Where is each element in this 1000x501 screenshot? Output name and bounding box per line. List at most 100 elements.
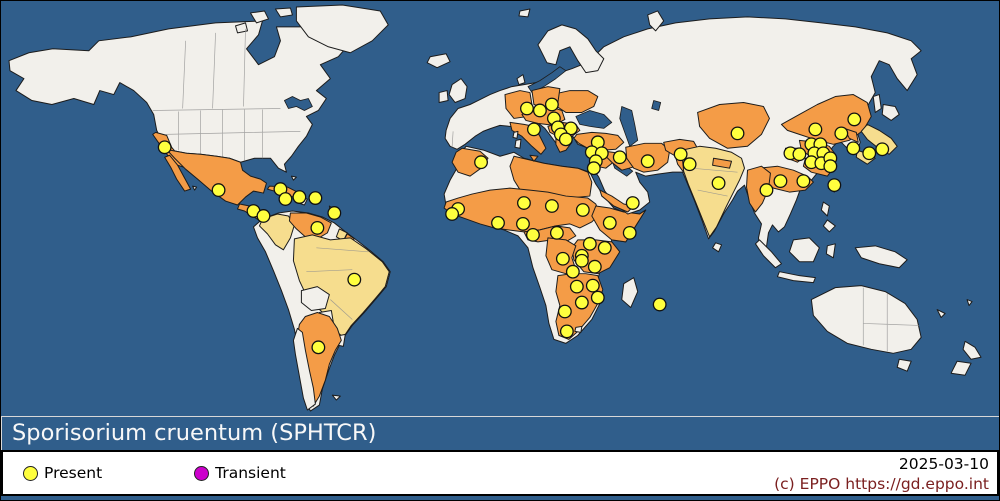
present-marker[interactable]	[445, 207, 460, 221]
present-marker[interactable]	[827, 178, 842, 193]
present-marker[interactable]	[532, 103, 547, 118]
present-marker[interactable]	[308, 191, 323, 205]
map-date: 2025-03-10	[898, 455, 989, 473]
present-marker[interactable]	[569, 279, 584, 294]
present-legend-icon	[23, 465, 38, 481]
present-marker[interactable]	[590, 290, 605, 305]
us-canada-admin-borders	[152, 28, 301, 161]
map-stamp: 2025-03-10 (c) EPPO https://gd.eppo.int	[774, 454, 989, 494]
continent-eurasia	[444, 16, 922, 253]
present-marker[interactable]	[587, 259, 602, 274]
present-marker[interactable]	[862, 146, 877, 161]
present-marker[interactable]	[652, 297, 667, 312]
country-chile	[292, 327, 316, 411]
present-marker[interactable]	[640, 154, 655, 169]
island-java	[776, 271, 816, 284]
present-marker[interactable]	[278, 192, 293, 206]
region-scandinavia	[537, 24, 605, 74]
present-marker[interactable]	[565, 264, 580, 279]
present-marker[interactable]	[157, 140, 172, 155]
present-marker[interactable]	[875, 142, 890, 157]
country-uk	[448, 78, 468, 104]
present-marker[interactable]	[574, 253, 589, 268]
present-marker[interactable]	[292, 190, 307, 204]
new-zealand	[950, 340, 982, 376]
present-marker[interactable]	[574, 295, 589, 310]
country-bolivia	[300, 286, 330, 312]
present-marker[interactable]	[474, 155, 488, 170]
present-marker[interactable]	[612, 150, 627, 165]
present-marker[interactable]	[555, 251, 570, 266]
present-marker[interactable]	[491, 216, 505, 230]
island-sicily	[529, 154, 539, 162]
black-sea	[575, 110, 613, 129]
world-map[interactable]	[1, 1, 999, 416]
present-marker[interactable]	[846, 141, 861, 156]
present-marker[interactable]	[517, 196, 531, 210]
present-marker[interactable]	[525, 227, 540, 242]
country-greenland	[295, 4, 389, 54]
present-marker[interactable]	[847, 112, 862, 127]
present-marker[interactable]	[585, 278, 600, 293]
present-marker[interactable]	[211, 183, 226, 198]
country-ireland	[438, 90, 449, 104]
transient-legend-label: Transient	[215, 464, 286, 482]
country-iceland	[426, 53, 451, 69]
present-marker[interactable]	[559, 324, 574, 339]
present-marker[interactable]	[823, 159, 838, 174]
map-viewport[interactable]	[1, 1, 999, 416]
present-marker[interactable]	[808, 122, 823, 137]
present-marker[interactable]	[759, 183, 774, 198]
legend-item-present: Present	[23, 464, 102, 482]
present-marker[interactable]	[311, 340, 326, 355]
novaya-zemlya	[518, 8, 665, 32]
island-sakhalin	[872, 94, 882, 113]
present-marker[interactable]	[520, 101, 534, 116]
present-marker[interactable]	[682, 157, 697, 172]
transient-legend-icon	[194, 465, 210, 481]
india-admin-borders	[691, 167, 738, 197]
present-marker[interactable]	[557, 304, 572, 319]
present-marker[interactable]	[256, 209, 271, 223]
present-marker[interactable]	[549, 225, 564, 240]
australia-admin-borders	[862, 287, 920, 352]
present-marker[interactable]	[327, 206, 342, 220]
present-marker[interactable]	[597, 240, 612, 255]
island-tasmania	[896, 358, 912, 372]
present-marker[interactable]	[673, 147, 688, 162]
region-baja-california	[164, 154, 192, 192]
island-hokkaido	[881, 104, 900, 121]
caspian-sea	[619, 106, 639, 147]
present-marker[interactable]	[347, 272, 362, 287]
present-marker[interactable]	[730, 126, 745, 141]
present-marker[interactable]	[586, 161, 601, 176]
present-marker[interactable]	[773, 174, 788, 189]
country-australia	[810, 285, 922, 354]
great-lakes	[284, 96, 313, 111]
present-marker[interactable]	[711, 176, 726, 191]
present-marker[interactable]	[516, 217, 530, 231]
occurrence-dot-layer	[157, 97, 890, 355]
present-marker[interactable]	[526, 122, 541, 137]
present-legend-label: Present	[44, 464, 103, 482]
present-marker[interactable]	[582, 236, 597, 251]
island-corsica	[512, 130, 519, 139]
present-marker[interactable]	[558, 132, 573, 147]
present-marker[interactable]	[575, 203, 590, 217]
present-marker[interactable]	[544, 199, 559, 213]
present-marker[interactable]	[625, 196, 640, 210]
present-marker[interactable]	[792, 147, 807, 162]
country-usa-canada	[8, 20, 351, 173]
present-marker[interactable]	[796, 174, 811, 189]
present-marker[interactable]	[834, 126, 849, 141]
eppo-attribution: (c) EPPO https://gd.eppo.int	[774, 475, 989, 493]
country-nepal	[712, 157, 733, 169]
island-new-caledonia	[936, 309, 946, 318]
present-marker[interactable]	[602, 216, 617, 230]
present-marker[interactable]	[622, 225, 637, 240]
present-marker[interactable]	[310, 220, 325, 235]
present-marker[interactable]	[544, 97, 559, 112]
page-title: Sporisorium cruentum (SPHTCR)	[12, 420, 377, 446]
aral-sea	[651, 100, 662, 111]
island-fiji	[966, 299, 973, 307]
